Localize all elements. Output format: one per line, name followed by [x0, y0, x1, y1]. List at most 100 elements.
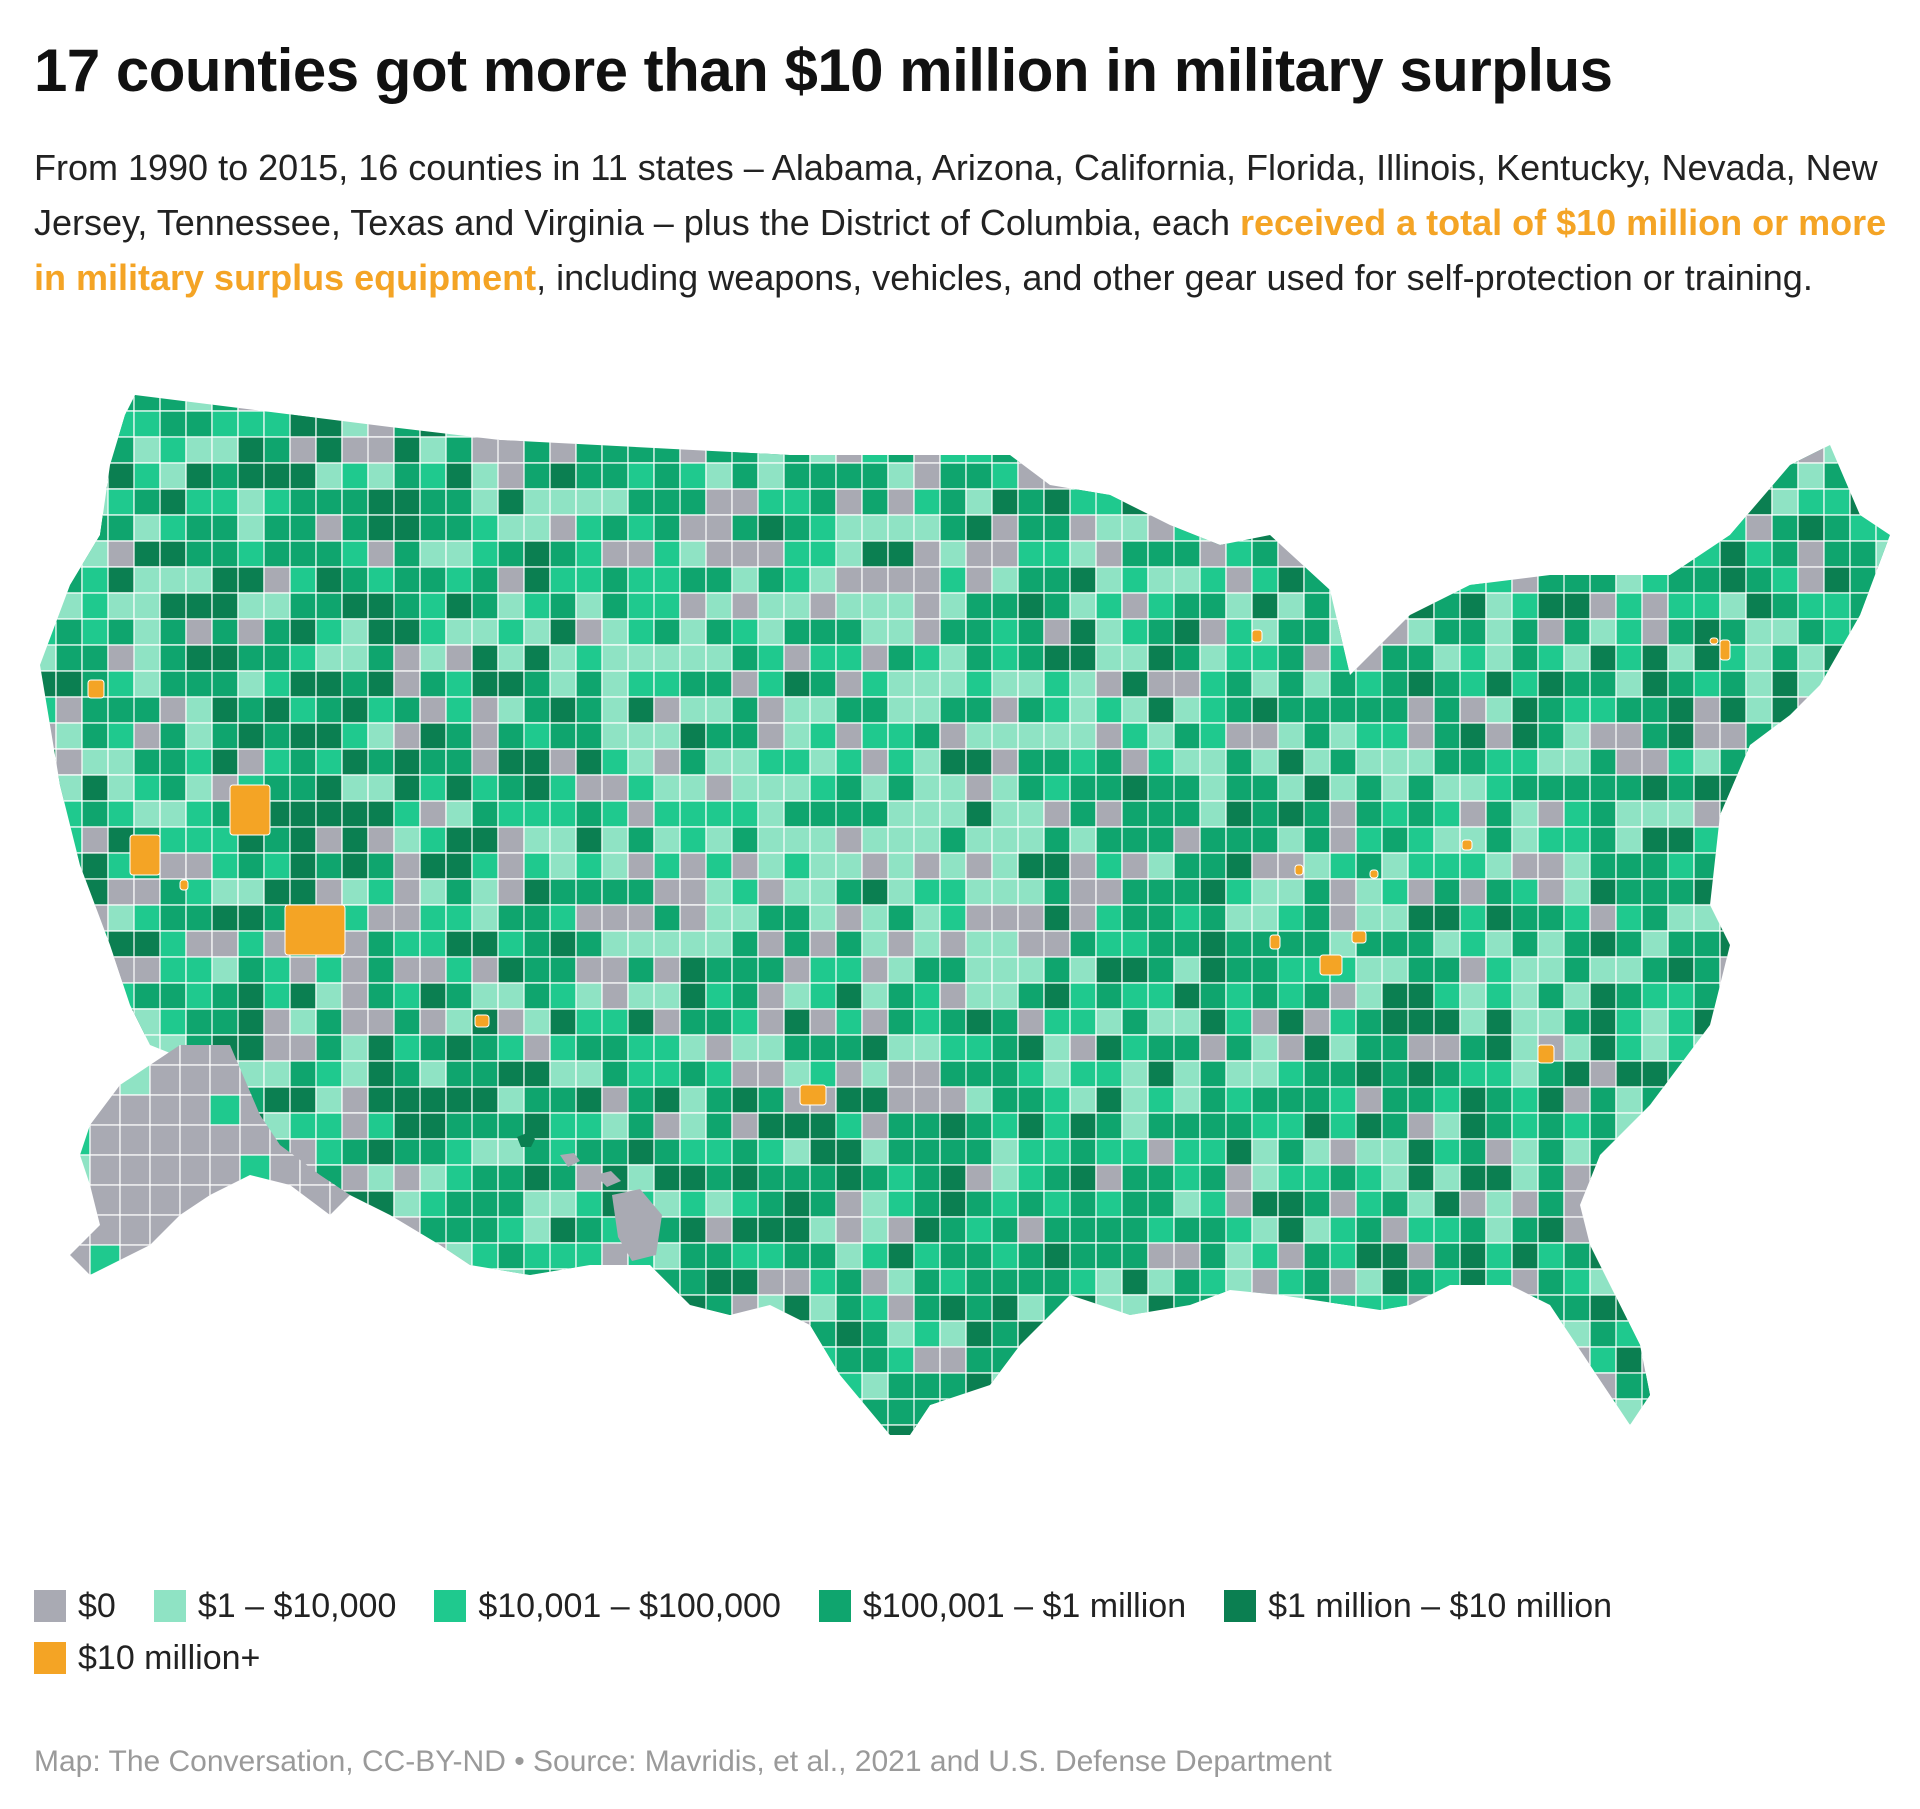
county-cell: [289, 410, 317, 438]
county-cell: [1303, 1372, 1331, 1400]
county-cell: [965, 1008, 993, 1036]
county-cell: [1589, 592, 1617, 620]
county-cell: [887, 410, 941, 438]
county-cell: [575, 566, 603, 594]
county-cell: [913, 800, 941, 828]
county-cell: [1043, 1398, 1097, 1426]
county-cell: [523, 540, 551, 568]
county-cell: [1277, 410, 1331, 438]
county-cell: [1433, 462, 1461, 490]
county-cell: [237, 904, 265, 932]
county-cell: [1589, 1164, 1643, 1192]
county-cell: [887, 1008, 915, 1036]
county-cell: [1329, 1372, 1357, 1400]
county-cell: [1381, 930, 1409, 958]
county-cell: [1693, 670, 1721, 698]
county-cell: [939, 930, 967, 958]
county-cell: [81, 1372, 135, 1400]
county-cell: [601, 618, 629, 646]
county-cell: [731, 748, 759, 776]
county-cell: [149, 1094, 181, 1126]
county-cell: [471, 1398, 499, 1426]
county-cell: [1485, 1372, 1539, 1400]
county-cell: [731, 982, 759, 1010]
county-cell: [1797, 774, 1851, 802]
county-cell: [1303, 488, 1331, 516]
county-cell: [965, 410, 1019, 438]
county-cell: [237, 852, 265, 880]
county-cell: [1407, 1034, 1435, 1062]
county-cell: [1537, 1294, 1565, 1322]
county-cell: [1017, 748, 1045, 776]
county-cell: [1615, 696, 1643, 724]
county-cell: [185, 410, 213, 438]
county-cell: [991, 1320, 1019, 1348]
county-cell: [1797, 1138, 1851, 1166]
county-cell: [1771, 722, 1825, 750]
county-cell: [1277, 436, 1331, 464]
county-cell: [1823, 1164, 1851, 1192]
county-cell: [1745, 644, 1773, 672]
county-cell: [705, 1242, 733, 1270]
county-cell: [299, 1184, 331, 1216]
county-cell: [1251, 488, 1279, 516]
hawaii-big-island: [612, 1189, 662, 1261]
county-cell: [835, 410, 863, 438]
county-cell: [523, 956, 551, 984]
county-cell: [1563, 956, 1591, 984]
county-cell: [1303, 1034, 1331, 1062]
county-cell: [445, 1294, 473, 1322]
county-cell: [1693, 1320, 1747, 1348]
county-cell: [445, 462, 473, 490]
county-cell: [1745, 904, 1799, 932]
county-cell: [341, 1216, 395, 1244]
county-cell: [991, 1060, 1019, 1088]
county-cell: [1017, 1268, 1045, 1296]
county-cell: [497, 774, 525, 802]
county-cell: [107, 1424, 135, 1435]
county-cell: [1433, 826, 1461, 854]
county-cell: [263, 1372, 317, 1400]
county-cell: [445, 1268, 473, 1296]
county-cell: [757, 1034, 785, 1062]
county-cell: [1849, 1060, 1877, 1088]
county-cell: [1381, 1424, 1409, 1435]
county-cell: [81, 1060, 109, 1088]
county-cell: [55, 1086, 83, 1114]
county-cell: [1095, 410, 1123, 438]
county-cell: [783, 1320, 811, 1348]
county-cell: [40, 1190, 57, 1218]
county-cell: [549, 488, 577, 516]
county-cell: [887, 930, 915, 958]
county-cell: [185, 878, 213, 906]
county-cell: [1615, 1242, 1643, 1270]
county-cell: [237, 696, 265, 724]
county-cell: [70, 1064, 91, 1096]
county-cell: [861, 410, 915, 438]
county-cell: [939, 618, 967, 646]
county-cell: [40, 514, 57, 542]
subtitle-text-start: From 1990 to 2015, 16 counties in 11 sta…: [34, 147, 1878, 243]
county-cell: [341, 566, 369, 594]
county-cell: [341, 1086, 369, 1114]
county-cell: [887, 1216, 915, 1244]
county-cell: [107, 1346, 161, 1374]
county-cell: [549, 1346, 603, 1374]
county-cell: [1147, 696, 1175, 724]
county-cell: [419, 774, 447, 802]
county-cell: [1199, 1294, 1227, 1322]
county-cell: [991, 540, 1019, 568]
county-cell: [1225, 982, 1253, 1010]
county-cell: [1147, 395, 1201, 412]
county-cell: [471, 1242, 499, 1270]
county-cell: [1277, 1294, 1305, 1322]
county-cell: [965, 1112, 993, 1140]
county-cell: [887, 722, 915, 750]
county-cell: [1381, 488, 1435, 516]
county-cell: [1667, 1372, 1695, 1400]
county-cell: [575, 1060, 603, 1088]
county-cell: [1303, 1398, 1331, 1426]
county-cell: [1745, 395, 1799, 412]
county-cell: [1303, 670, 1331, 698]
legend-label-100k-1m: $100,001 – $1 million: [862, 1586, 1187, 1625]
